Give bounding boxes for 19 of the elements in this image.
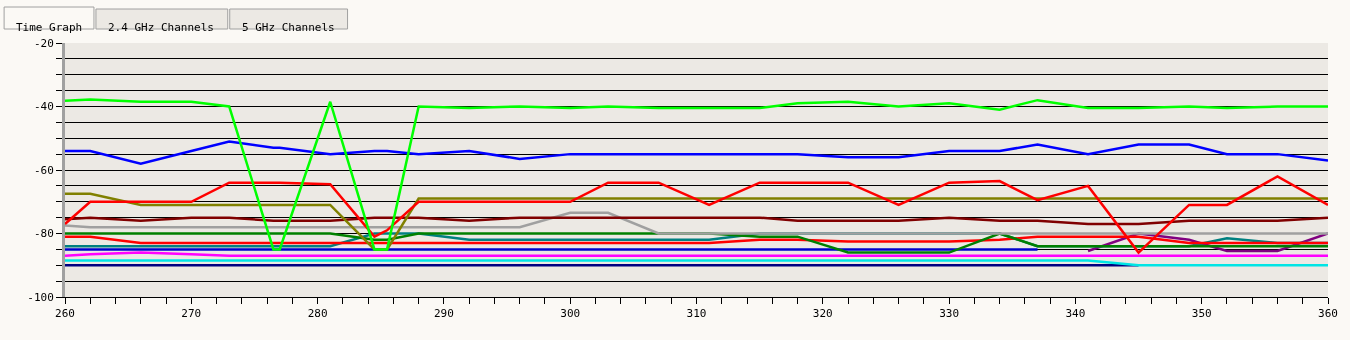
text: 5 GHz Channels [242,21,335,34]
x-tick-label: 300 [560,307,581,321]
x-tick-label: 340 [1065,307,1086,321]
x-tick-label: 320 [812,307,833,321]
x-tick-label: 360 [1318,307,1338,321]
x-tick-label: 260 [55,307,75,321]
x-tick-label: 270 [181,307,202,321]
y-tick-label: -40 [33,100,54,114]
x-tick-label: 290 [433,307,454,321]
x-tick-label: 330 [939,307,960,321]
y-tick-label: -80 [33,227,54,241]
y-tick-label: -20 [33,36,54,50]
y-tick-label: -60 [33,163,54,177]
x-tick-label: 280 [307,307,328,321]
x-tick-label: 310 [686,307,707,321]
y-tick-label: -100 [27,290,54,304]
x-tick-label: 350 [1191,307,1212,321]
text: 2.4 GHz Channels [108,21,214,34]
text: Time Graph [16,21,83,34]
